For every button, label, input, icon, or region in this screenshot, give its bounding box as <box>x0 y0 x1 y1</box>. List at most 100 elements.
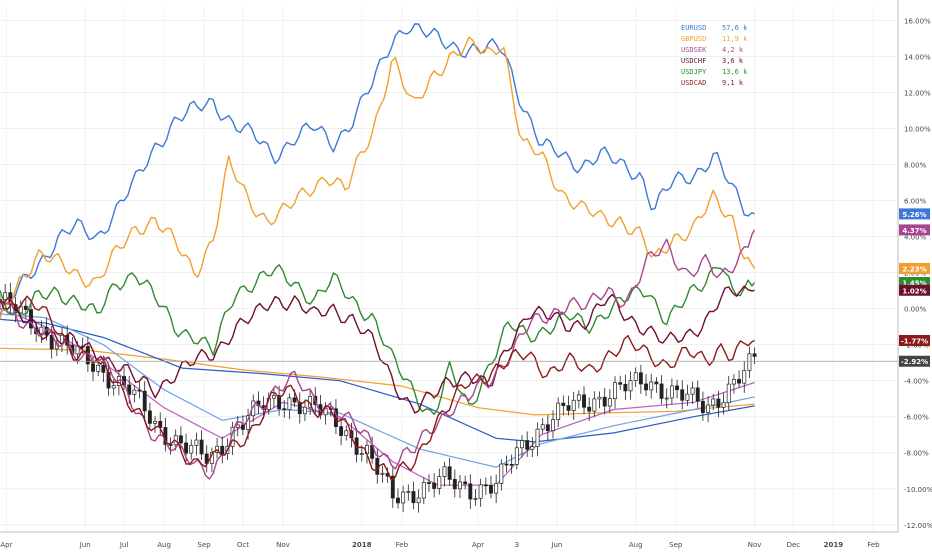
candle <box>644 374 648 397</box>
candle-body <box>463 481 468 485</box>
series-line-gbpusd <box>0 36 756 320</box>
candle-body <box>282 408 287 411</box>
x-tick-label: Nov <box>276 541 290 549</box>
candle <box>649 373 654 399</box>
candle <box>406 484 411 501</box>
candle <box>525 431 530 457</box>
candle-body <box>721 402 726 408</box>
moving-average-line-2 <box>0 318 755 443</box>
candle-body <box>669 385 674 399</box>
candle-body <box>153 420 158 424</box>
candle <box>473 489 478 506</box>
candle <box>675 379 680 399</box>
candle <box>726 376 731 411</box>
candle-body <box>592 398 597 412</box>
candle-body <box>700 400 705 414</box>
candle-body <box>551 419 555 432</box>
candle-body <box>427 482 431 484</box>
candle-body <box>731 378 736 385</box>
candle <box>39 320 44 343</box>
last-value-badges: 5.26% 4.37% 2.23% 1.45%1.02% -1.77% -2.92% <box>0 208 930 367</box>
badge-label: 4.37% <box>902 227 926 235</box>
candle <box>489 475 493 499</box>
candle <box>587 397 592 422</box>
candle <box>132 384 137 403</box>
x-tick-label: Jun <box>79 541 91 549</box>
candle <box>571 391 576 420</box>
candle-body <box>184 442 189 454</box>
candle <box>282 400 287 418</box>
y-tick-label: -12.00% <box>904 522 932 530</box>
candle-body <box>556 402 561 420</box>
candle <box>494 474 499 503</box>
candle <box>742 360 747 393</box>
legend: EURUSD 57,6 k GBPUSD 11,9 k USDSEK 4,2 k USDCH… <box>681 24 748 87</box>
candle-body <box>659 383 664 399</box>
candle <box>556 397 561 428</box>
legend-item-usdchf: USDCHF 3,6 k <box>681 57 744 65</box>
y-tick-label: 4.00% <box>904 234 927 242</box>
candle <box>654 377 659 393</box>
candle-body <box>23 305 28 310</box>
candle-body <box>3 292 8 300</box>
badge-label: 1.02% <box>902 287 926 295</box>
candle <box>520 435 524 458</box>
badge-label: -2.92% <box>901 358 928 366</box>
candle-body <box>39 326 44 335</box>
badge-background <box>899 355 930 367</box>
legend-item-eurusd: EURUSD 57,6 k <box>681 24 748 32</box>
candle-body <box>96 364 101 372</box>
candle <box>458 474 462 498</box>
badge-background <box>899 208 930 220</box>
candle <box>695 380 700 409</box>
candle-body <box>654 381 659 385</box>
legend-value: 11,9 k <box>722 35 748 43</box>
last-value-badge: 5.26% <box>899 208 930 220</box>
candle-body <box>706 404 711 414</box>
candle-body <box>520 440 524 449</box>
candle-body <box>638 372 643 385</box>
candle <box>618 375 623 391</box>
candle-body <box>137 389 142 392</box>
last-value-badge: 4.37% <box>899 224 930 236</box>
candle-body <box>458 481 462 490</box>
candle <box>240 415 245 436</box>
series-line-usdsek <box>0 229 756 480</box>
candle <box>137 381 142 399</box>
candle-body <box>489 485 493 494</box>
candle <box>277 385 282 416</box>
x-tick-label: 3 <box>515 541 519 549</box>
candle <box>613 376 617 409</box>
candle <box>344 425 349 441</box>
candle <box>737 370 742 388</box>
candle-body <box>49 334 54 350</box>
candle <box>390 466 395 508</box>
candle-body <box>339 426 344 436</box>
last-value-badge: -1.77% <box>899 335 930 347</box>
candle-body <box>380 472 385 475</box>
candle <box>685 384 690 406</box>
last-value-badge: 2.23% <box>899 262 930 274</box>
candle <box>437 468 442 495</box>
y-tick-label: 0.00% <box>904 306 927 314</box>
candle-body <box>220 445 225 455</box>
candle-body <box>613 382 617 400</box>
candle <box>421 477 426 505</box>
candle <box>478 478 483 507</box>
candle-body <box>442 466 447 477</box>
candle-body <box>540 424 545 430</box>
last-value-badge: 1.02% <box>899 284 930 296</box>
candle-body <box>711 398 716 406</box>
x-tick-label: Jul <box>119 541 129 549</box>
candle <box>545 415 550 441</box>
x-tick-label: Dec <box>787 541 801 549</box>
candle-body <box>411 491 416 504</box>
legend-value: 4,2 k <box>722 46 744 54</box>
legend-symbol: USDCHF <box>681 57 706 65</box>
candle <box>396 488 400 509</box>
candle-body <box>499 463 504 484</box>
candle <box>607 389 612 413</box>
candle <box>380 465 385 483</box>
candle-body <box>142 390 147 412</box>
